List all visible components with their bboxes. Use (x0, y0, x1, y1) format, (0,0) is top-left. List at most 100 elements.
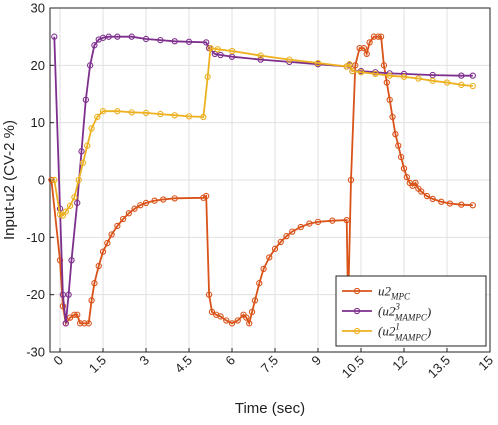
data-point (429, 195, 436, 203)
legend-sup: 3 (394, 302, 400, 312)
data-point (356, 44, 363, 52)
data-point (386, 96, 393, 103)
data-point (84, 142, 91, 149)
y-tick-label: 20 (31, 58, 45, 73)
data-point (94, 113, 101, 121)
x-axis-label: Time (sec) (235, 400, 305, 417)
data-point (91, 42, 98, 49)
data-point (160, 196, 167, 203)
data-point (380, 62, 388, 69)
data-point (62, 320, 69, 327)
data-point (346, 61, 353, 68)
data-point (375, 33, 382, 40)
legend-name: (u2 (378, 324, 396, 339)
data-point (397, 153, 405, 161)
data-point (251, 297, 259, 304)
data-point (386, 72, 393, 79)
data-point (343, 216, 350, 224)
data-point (257, 52, 264, 59)
x-tick-label: 9 (308, 353, 324, 369)
data-point (71, 311, 78, 318)
data-point (105, 33, 112, 40)
data-point (469, 82, 476, 90)
data-point (438, 198, 445, 205)
data-point (383, 79, 390, 86)
data-point (171, 38, 178, 45)
data-point (108, 231, 115, 238)
data-point (128, 109, 135, 116)
data-point (65, 291, 72, 298)
data-point (443, 79, 451, 86)
data-point (203, 39, 210, 46)
data-point (403, 173, 411, 181)
data-point (370, 33, 378, 40)
data-point (260, 265, 267, 273)
data-point (74, 311, 81, 318)
data-point (59, 212, 67, 219)
legend-sub: MAMPC (394, 313, 428, 323)
legend-marker (353, 307, 361, 315)
data-point (131, 205, 138, 212)
data-point (142, 109, 150, 117)
x-tick-label: 10.5 (339, 353, 368, 382)
data-point (214, 46, 221, 53)
data-point (347, 176, 355, 184)
x-tick-label: 4.5 (172, 353, 195, 376)
data-point (271, 245, 279, 252)
data-point (66, 314, 74, 321)
data-point (137, 202, 144, 209)
legend-suffix: ) (426, 305, 431, 320)
data-point (114, 108, 121, 115)
data-point (125, 210, 132, 217)
data-point (256, 280, 263, 287)
data-point (157, 110, 164, 118)
data-point (85, 320, 92, 327)
data-point (185, 113, 193, 120)
data-point (277, 238, 284, 246)
data-point (349, 67, 356, 75)
data-point (171, 195, 178, 202)
data-point (395, 142, 402, 149)
legend-name: (u2 (378, 304, 396, 319)
data-point (88, 125, 95, 132)
x-tick-label: 15 (475, 353, 496, 374)
data-point (446, 200, 454, 207)
data-point (157, 36, 164, 44)
data-point (208, 308, 216, 316)
data-point (314, 218, 322, 226)
legend-suffix: ) (426, 325, 431, 340)
series-line (50, 35, 473, 326)
data-point (74, 199, 81, 207)
data-point (257, 56, 264, 63)
data-point (458, 81, 465, 88)
data-point (217, 313, 224, 320)
data-point (429, 77, 436, 84)
data-point (228, 47, 236, 55)
data-point (207, 44, 214, 52)
x-tick-label: 3 (136, 353, 152, 369)
data-point (62, 208, 69, 215)
series-line (53, 35, 473, 324)
y-tick-label: 10 (31, 115, 45, 130)
data-point (48, 176, 55, 184)
x-tick-label: 13.5 (425, 353, 454, 382)
data-point (400, 165, 408, 172)
data-point (415, 75, 422, 82)
y-axis-label: Input-u2 (CV-2 %) (1, 120, 18, 240)
legend-marker (353, 287, 361, 295)
data-point (99, 34, 107, 41)
data-point (389, 113, 396, 121)
x-tick-label: 7.5 (258, 353, 281, 376)
legend-sub: MAMPC (394, 333, 428, 343)
data-point (366, 39, 373, 46)
data-point (99, 108, 107, 115)
data-point (171, 112, 178, 119)
y-tick-label: -20 (26, 287, 45, 302)
data-point (51, 33, 58, 40)
data-point (392, 130, 399, 138)
data-point (458, 201, 465, 208)
data-point (82, 96, 89, 103)
data-point (81, 320, 88, 327)
y-tick-label: 30 (31, 1, 45, 16)
data-point (76, 320, 84, 327)
